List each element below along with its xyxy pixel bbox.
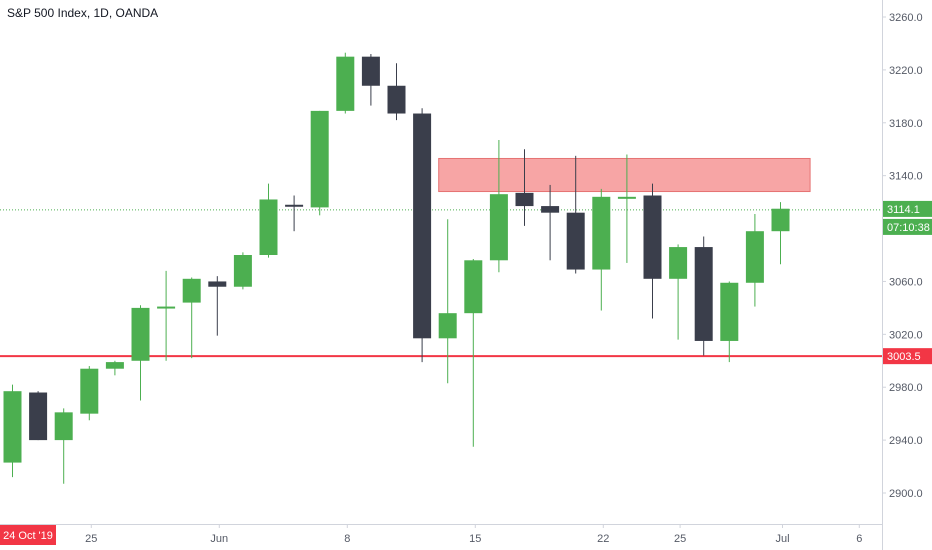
price-badges-layer: 24 Oct '19 3114.1 07:10:38 3003.5 (0, 200, 932, 545)
x-tick-label: 6 (856, 533, 862, 545)
candle-up (489, 194, 508, 261)
candle-down (515, 192, 534, 207)
candle-down (694, 247, 713, 341)
candles-layer (3, 52, 790, 484)
x-cursor-label: 24 Oct '19 (3, 530, 53, 542)
resistance-zone-layer (438, 157, 811, 193)
support-price-label: 3003.5 (887, 351, 921, 363)
y-tick-label: 3020.0 (889, 329, 923, 341)
candle-down (413, 113, 432, 339)
chart-title: S&P 500 Index, 1D, OANDA (7, 6, 159, 20)
candle-up (720, 282, 739, 341)
candle-down (208, 281, 227, 287)
x-tick-label: 15 (469, 533, 481, 545)
x-tick-label: Jun (210, 533, 228, 545)
y-tick-label: 3060.0 (889, 276, 923, 288)
candle-up (336, 56, 355, 111)
candle-up (592, 196, 611, 270)
candle-down (566, 212, 585, 270)
y-tick-label: 3140.0 (889, 171, 923, 183)
y-tick-label: 3220.0 (889, 65, 923, 77)
y-tick-label: 2980.0 (889, 382, 923, 394)
x-tick-label: 25 (674, 533, 686, 545)
x-tick-label: 25 (85, 533, 97, 545)
candle-up (771, 208, 790, 232)
candle-up (464, 260, 483, 314)
countdown-badge (883, 218, 932, 235)
candle-down (285, 204, 304, 207)
candle-up (745, 231, 764, 283)
candle-up (3, 391, 22, 463)
support-price-badge (883, 348, 932, 365)
candle-up (617, 196, 636, 199)
candle-up (157, 306, 176, 309)
candle-down (387, 85, 406, 114)
x-cursor-badge (0, 525, 56, 545)
candle-up (310, 110, 329, 208)
candle-up (259, 199, 278, 255)
candle-down (541, 206, 560, 213)
candle-up (131, 307, 150, 361)
x-tick-label: Jul (775, 533, 789, 545)
candle-up (182, 278, 201, 303)
candle-down (361, 56, 380, 86)
candle-up (54, 412, 73, 441)
y-tick-label: 2900.0 (889, 488, 923, 500)
last-price-badge (883, 200, 932, 217)
candle-down (29, 392, 48, 441)
candle-up (105, 362, 124, 369)
resistance-zone (438, 157, 811, 193)
countdown-label: 07:10:38 (887, 222, 930, 234)
candle-up (80, 368, 99, 414)
y-tick-label: 3180.0 (889, 118, 923, 130)
candle-down (643, 195, 662, 279)
candle-up (438, 313, 457, 339)
y-tick-label: 3260.0 (889, 12, 923, 24)
candle-up (669, 247, 688, 279)
x-tick-label: 8 (344, 533, 350, 545)
last-price-label: 3114.1 (887, 204, 920, 216)
y-tick-label: 2940.0 (889, 435, 923, 447)
x-tick-label: 22 (597, 533, 609, 545)
candle-up (233, 255, 252, 287)
